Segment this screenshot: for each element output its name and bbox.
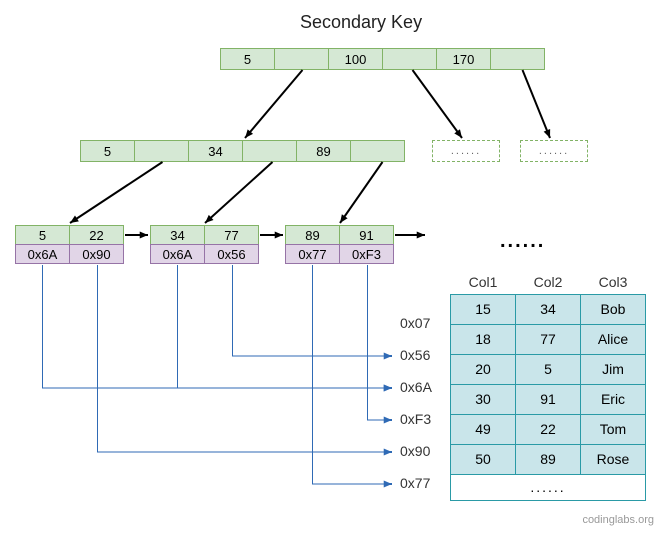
- leaf-ptr-cell: 0x90: [69, 244, 124, 264]
- key-cell: 5: [80, 140, 135, 162]
- leaf-node: 5220x6A0x90: [15, 225, 124, 264]
- credit-text: codinglabs.org: [582, 514, 654, 526]
- table-row: 205Jim: [451, 354, 646, 384]
- table-cell: Alice: [581, 324, 646, 354]
- key-cell: 34: [188, 140, 243, 162]
- placeholder-node: ......: [520, 140, 588, 162]
- table-cell: 91: [516, 384, 581, 414]
- leaf-key-cell: 91: [339, 225, 394, 245]
- data-table: Col1Col2Col31534Bob1877Alice205Jim3091Er…: [450, 270, 646, 501]
- table-cell: 30: [451, 384, 516, 414]
- leaf-ptr-cell: 0x77: [285, 244, 340, 264]
- row-address: 0xF3: [400, 411, 431, 427]
- table-row: 1534Bob: [451, 294, 646, 324]
- table-cell: 15: [451, 294, 516, 324]
- leaf-ptr-cell: 0x6A: [15, 244, 70, 264]
- table-row: 3091Eric: [451, 384, 646, 414]
- key-cell: [350, 140, 405, 162]
- key-cell: 89: [296, 140, 351, 162]
- leaf-node: 89910x770xF3: [285, 225, 394, 264]
- key-cell: 170: [436, 48, 491, 70]
- leaf-ptr-cell: 0x56: [204, 244, 259, 264]
- leaf-ptr-cell: 0xF3: [339, 244, 394, 264]
- key-cell: 5: [220, 48, 275, 70]
- key-cell: [134, 140, 189, 162]
- key-cell: [242, 140, 297, 162]
- table-row: 1877Alice: [451, 324, 646, 354]
- row-address: 0x90: [400, 443, 430, 459]
- table-header-cell: Col3: [581, 270, 646, 294]
- table-footer: ......: [451, 474, 646, 500]
- leaf-ptr-cell: 0x6A: [150, 244, 205, 264]
- root-node: 5 100 170: [220, 48, 545, 70]
- key-cell: [274, 48, 329, 70]
- table-cell: Eric: [581, 384, 646, 414]
- leaf-key-cell: 22: [69, 225, 124, 245]
- table-cell: 34: [516, 294, 581, 324]
- table-cell: Tom: [581, 414, 646, 444]
- row-address: 0x07: [400, 315, 430, 331]
- leaf-key-cell: 34: [150, 225, 205, 245]
- table-cell: 50: [451, 444, 516, 474]
- row-address: 0x56: [400, 347, 430, 363]
- table-cell: 22: [516, 414, 581, 444]
- table-cell: 49: [451, 414, 516, 444]
- leaf-ellipsis: ......: [500, 230, 545, 253]
- table-row: 5089Rose: [451, 444, 646, 474]
- diagram-title: Secondary Key: [300, 12, 422, 33]
- row-address: 0x6A: [400, 379, 432, 395]
- table-cell: Jim: [581, 354, 646, 384]
- table-cell: 89: [516, 444, 581, 474]
- table-cell: 77: [516, 324, 581, 354]
- table-row: 4922Tom: [451, 414, 646, 444]
- leaf-key-cell: 5: [15, 225, 70, 245]
- table-cell: 5: [516, 354, 581, 384]
- table-cell: 20: [451, 354, 516, 384]
- row-address: 0x77: [400, 475, 430, 491]
- table-header-cell: Col1: [451, 270, 516, 294]
- table-cell: Bob: [581, 294, 646, 324]
- internal-node: 5 34 89: [80, 140, 405, 162]
- leaf-node: 34770x6A0x56: [150, 225, 259, 264]
- leaf-key-cell: 89: [285, 225, 340, 245]
- leaf-key-cell: 77: [204, 225, 259, 245]
- table-header-cell: Col2: [516, 270, 581, 294]
- table-cell: Rose: [581, 444, 646, 474]
- key-cell: [490, 48, 545, 70]
- placeholder-node: ......: [432, 140, 500, 162]
- key-cell: 100: [328, 48, 383, 70]
- key-cell: [382, 48, 437, 70]
- table-cell: 18: [451, 324, 516, 354]
